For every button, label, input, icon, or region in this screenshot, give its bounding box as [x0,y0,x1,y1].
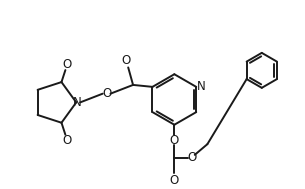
Text: O: O [170,134,179,147]
Text: O: O [170,174,179,187]
Text: O: O [122,54,131,67]
Text: O: O [187,151,196,164]
Text: O: O [63,58,72,71]
Text: N: N [197,80,206,93]
Text: O: O [102,87,111,100]
Text: O: O [63,134,72,147]
Text: N: N [73,96,82,109]
